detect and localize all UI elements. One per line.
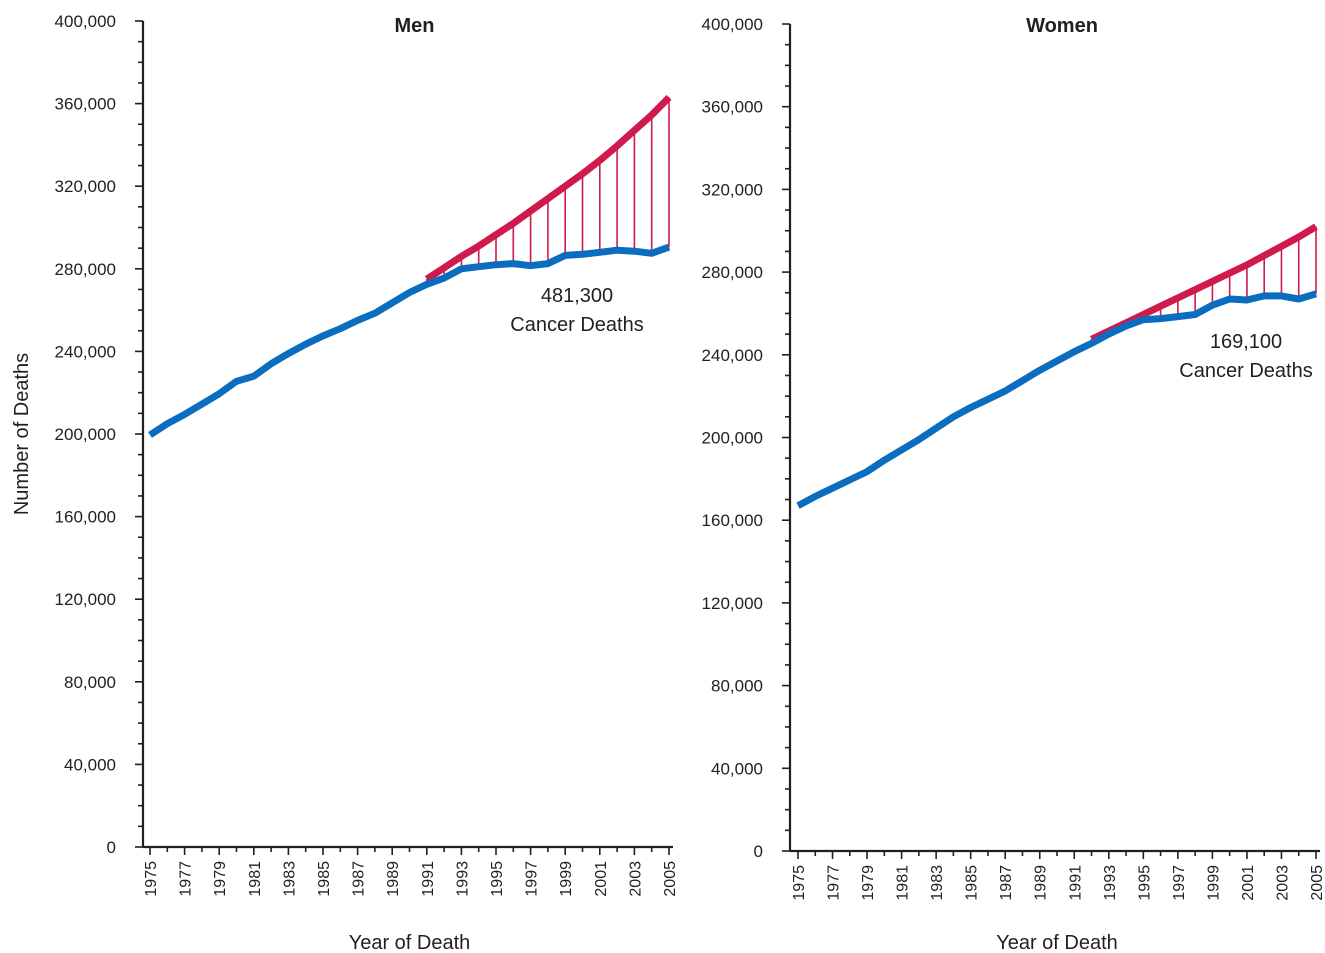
women-y-tick-label: 200,000	[702, 429, 763, 448]
men-y-tick-label: 280,000	[55, 260, 116, 279]
women-x-tick-label: 1999	[1205, 865, 1222, 901]
men-panel-title: Men	[395, 15, 435, 37]
women-x-tick-label: 1989	[1033, 865, 1050, 901]
men-observed-deaths-line	[148, 243, 671, 438]
women-expected-deaths-line	[1089, 223, 1318, 343]
men-x-tick-label: 1999	[558, 861, 575, 897]
women-x-tick-label: 1977	[826, 865, 843, 901]
women-y-tick-label: 120,000	[702, 594, 763, 613]
men-expected-deaths-line	[424, 94, 672, 283]
men-x-tick-label: 2001	[593, 861, 610, 897]
women-x-tick-label: 1995	[1136, 865, 1153, 901]
women-x-tick-label: 1979	[860, 865, 877, 901]
men-y-tick-label: 200,000	[55, 425, 116, 444]
women-x-tick-label: 1975	[791, 865, 808, 901]
women-series-lines	[796, 223, 1318, 509]
men-x-tick-label: 1981	[247, 861, 264, 897]
women-x-tick-label: 2003	[1274, 865, 1291, 901]
women-annotation-value: 169,100	[1210, 331, 1282, 353]
men-x-tick-label: 1979	[212, 861, 229, 897]
men-y-tick-label: 360,000	[55, 95, 116, 114]
men-y-tick-label: 80,000	[64, 673, 116, 692]
men-y-tick-label: 120,000	[55, 590, 116, 609]
women-x-tick-label: 1983	[929, 865, 946, 901]
women-x-tick-label: 1997	[1171, 865, 1188, 901]
men-series-lines	[148, 94, 672, 438]
women-y-tick-label: 400,000	[702, 15, 763, 34]
men-x-tick-label: 2005	[662, 861, 679, 897]
women-x-axis-title: Year of Death	[996, 932, 1118, 953]
men-x-tick-label: 1985	[316, 861, 333, 897]
women-y-tick-label: 160,000	[702, 511, 763, 530]
women-x-tick-label: 1985	[964, 865, 981, 901]
women-x-tick-label: 1991	[1067, 865, 1084, 901]
men-x-tick-label: 1993	[454, 861, 471, 897]
men-x-tick-label: 1983	[281, 861, 298, 897]
men-x-tick-label: 2003	[627, 861, 644, 897]
women-y-tick-label: 40,000	[711, 759, 763, 778]
women-y-tick-label: 0	[754, 842, 763, 861]
women-x-tick-label: 1987	[998, 865, 1015, 901]
men-x-tick-label: 1975	[143, 861, 160, 897]
women-x-tick-label: 1993	[1102, 865, 1119, 901]
women-panel: Women 0 40,000 80,000 120,000 160,000 200,000…	[702, 15, 1325, 953]
women-panel-title: Women	[1026, 15, 1098, 37]
men-y-tick-label: 400,000	[55, 12, 116, 31]
men-x-tick-label: 1991	[420, 861, 437, 897]
men-axes: 0 40,000 80,000 120,000 160,000 200,000 240,00…	[55, 12, 679, 897]
men-x-axis-title: Year of Death	[349, 932, 471, 953]
men-y-tick-label: 40,000	[64, 755, 116, 774]
women-y-tick-label: 320,000	[702, 180, 763, 199]
men-x-tick-label: 1989	[385, 861, 402, 897]
y-axis-title: Number of Deaths	[11, 353, 33, 515]
men-x-tick-label: 1995	[489, 861, 506, 897]
women-y-tick-label: 360,000	[702, 98, 763, 117]
men-averted-deaths-hatching	[425, 97, 670, 285]
women-x-tick-label: 2001	[1240, 865, 1257, 901]
men-x-tick-label: 1987	[351, 861, 368, 897]
women-axes: 0 40,000 80,000 120,000 160,000 200,000 240,00…	[702, 15, 1325, 901]
men-x-tick-label: 1997	[524, 861, 541, 897]
women-observed-deaths-line	[796, 290, 1318, 509]
women-y-tick-label: 280,000	[702, 263, 763, 282]
men-y-tick-label: 160,000	[55, 508, 116, 527]
men-y-tick-label: 320,000	[55, 177, 116, 196]
men-annotation-value: 481,300	[541, 285, 613, 307]
men-annotation-label: Cancer Deaths	[510, 314, 643, 336]
men-x-tick-label: 1977	[178, 861, 195, 897]
women-annotation-label: Cancer Deaths	[1179, 360, 1312, 382]
men-panel: Men 0 40,000 80,000 120,000 160,000 200,000 24…	[11, 12, 679, 953]
men-y-tick-label: 0	[107, 838, 116, 857]
women-y-tick-label: 240,000	[702, 346, 763, 365]
women-x-tick-label: 1981	[895, 865, 912, 901]
men-y-tick-label: 240,000	[55, 342, 116, 361]
women-y-tick-label: 80,000	[711, 677, 763, 696]
women-x-tick-label: 2005	[1309, 865, 1325, 901]
